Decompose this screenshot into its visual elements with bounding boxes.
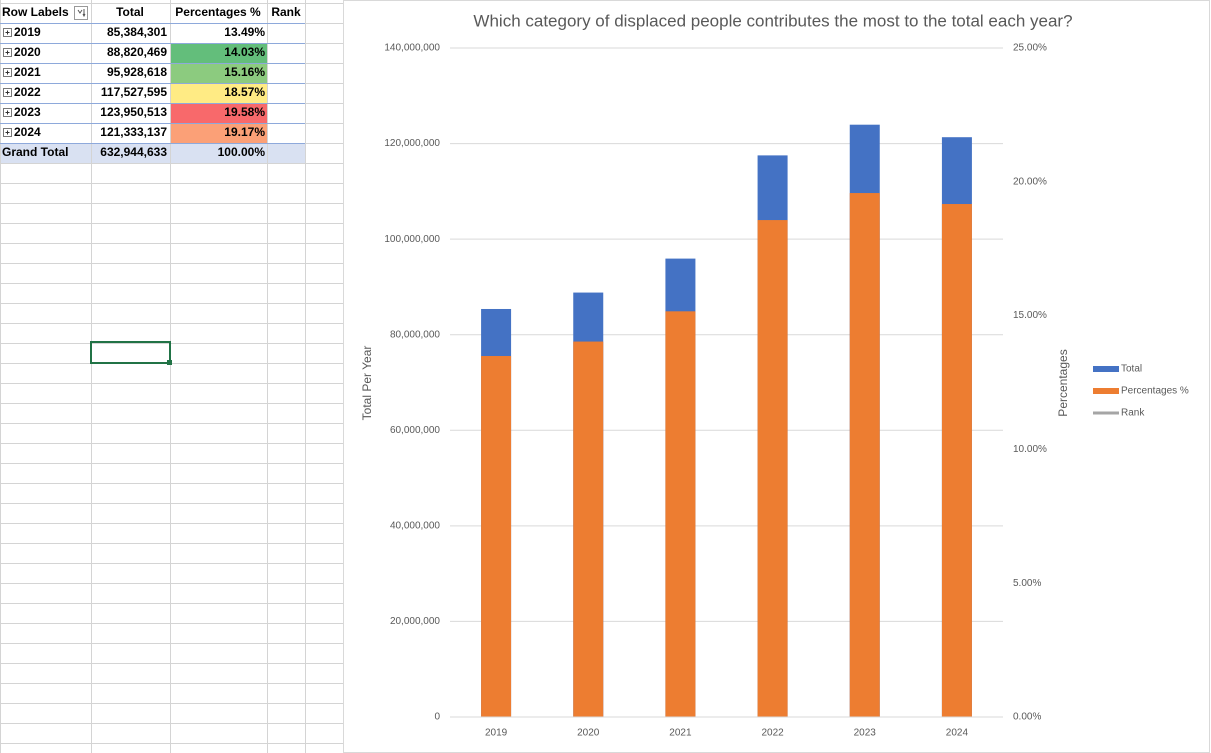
legend-label: Rank	[1121, 408, 1145, 419]
filter-button[interactable]	[74, 6, 88, 20]
bar	[573, 341, 604, 717]
legend-swatch	[1093, 366, 1119, 372]
x-tick-label: 2020	[577, 728, 600, 739]
bar	[941, 204, 972, 717]
percent-cell-bg	[170, 63, 267, 83]
y2-tick-label: 5.00%	[1013, 578, 1041, 589]
x-tick-label: 2019	[485, 728, 508, 739]
expand-icon	[5, 90, 10, 95]
legend-swatch	[1093, 388, 1119, 394]
expand-icon	[5, 70, 10, 75]
fill-handle	[167, 360, 172, 365]
total-cell: 121,333,137	[100, 125, 167, 139]
row-label: 2019	[14, 25, 41, 39]
chart-title: Which category of displaced people contr…	[473, 11, 1072, 30]
x-tick-label: 2023	[854, 728, 877, 739]
column-header: Rank	[271, 5, 301, 19]
y-tick-label: 40,000,000	[390, 520, 440, 531]
y2-tick-label: 20.00%	[1013, 176, 1047, 187]
total-cell: 117,527,595	[101, 85, 167, 99]
legend-label: Percentages %	[1121, 386, 1189, 397]
bar	[665, 311, 696, 717]
total-cell: 123,950,513	[100, 105, 167, 119]
x-tick-label: 2022	[761, 728, 784, 739]
bar	[849, 193, 880, 718]
filter-icon	[77, 9, 86, 18]
percent-cell: 15.16%	[224, 65, 265, 79]
y2-tick-label: 15.00%	[1013, 310, 1047, 321]
row-label: 2022	[14, 85, 41, 99]
legend-label: Total	[1121, 364, 1142, 375]
expand-icon	[5, 50, 10, 55]
x-tick-label: 2021	[669, 728, 692, 739]
expand-icon	[5, 30, 10, 35]
percent-cell-bg	[170, 83, 267, 103]
grand-total-percent: 100.00%	[218, 145, 266, 159]
y2-tick-label: 10.00%	[1013, 444, 1047, 455]
y2-axis-label: Percentages	[1056, 349, 1070, 416]
y-tick-label: 120,000,000	[384, 138, 440, 149]
x-tick-label: 2024	[946, 728, 969, 739]
percent-cell-bg	[170, 43, 267, 63]
chart: 0 20,000,000 40,000,000 60,000,000 80,000,00…	[384, 43, 1189, 739]
y-tick-label: 80,000,000	[390, 329, 440, 340]
y-tick-label: 0	[434, 712, 440, 723]
percent-cell: 14.03%	[224, 45, 265, 59]
total-cell: 85,384,301	[107, 25, 167, 39]
spreadsheet: Row Labels Total Percentages % Rank 2019 85,3…	[0, 0, 344, 753]
y2-tick-label: 25.00%	[1013, 43, 1047, 54]
percent-cell-bg	[170, 123, 267, 143]
percent-cell: 19.58%	[224, 105, 265, 119]
total-cell: 88,820,469	[107, 45, 167, 59]
grand-total-value: 632,944,633	[100, 145, 167, 159]
row-label: 2024	[14, 125, 41, 139]
y-tick-label: 140,000,000	[384, 43, 440, 54]
percent-cell-bg	[170, 23, 267, 43]
percent-cell: 19.17%	[224, 125, 265, 139]
column-header: Total	[116, 5, 144, 19]
bar	[757, 220, 788, 717]
y-tick-label: 20,000,000	[390, 616, 440, 627]
row-label: 2020	[14, 45, 41, 59]
y-axis-label: Total Per Year	[360, 346, 374, 421]
y-tick-label: 100,000,000	[384, 234, 440, 245]
row-label: 2021	[14, 65, 41, 79]
y2-tick-label: 0.00%	[1013, 712, 1041, 723]
percent-cell: 13.49%	[224, 25, 265, 39]
row-label: 2023	[14, 105, 41, 119]
percent-cell: 18.57%	[224, 85, 265, 99]
grand-total-label: Grand Total	[2, 145, 68, 159]
column-header: Row Labels	[2, 5, 69, 19]
percent-cell-bg	[170, 103, 267, 123]
expand-icon	[5, 130, 10, 135]
expand-icon	[5, 110, 10, 115]
total-cell: 95,928,618	[107, 65, 167, 79]
bar	[481, 356, 512, 717]
y-tick-label: 60,000,000	[390, 425, 440, 436]
column-header: Percentages %	[175, 5, 261, 19]
selected-cell[interactable]	[90, 341, 171, 364]
grand-total-bg	[0, 143, 305, 163]
